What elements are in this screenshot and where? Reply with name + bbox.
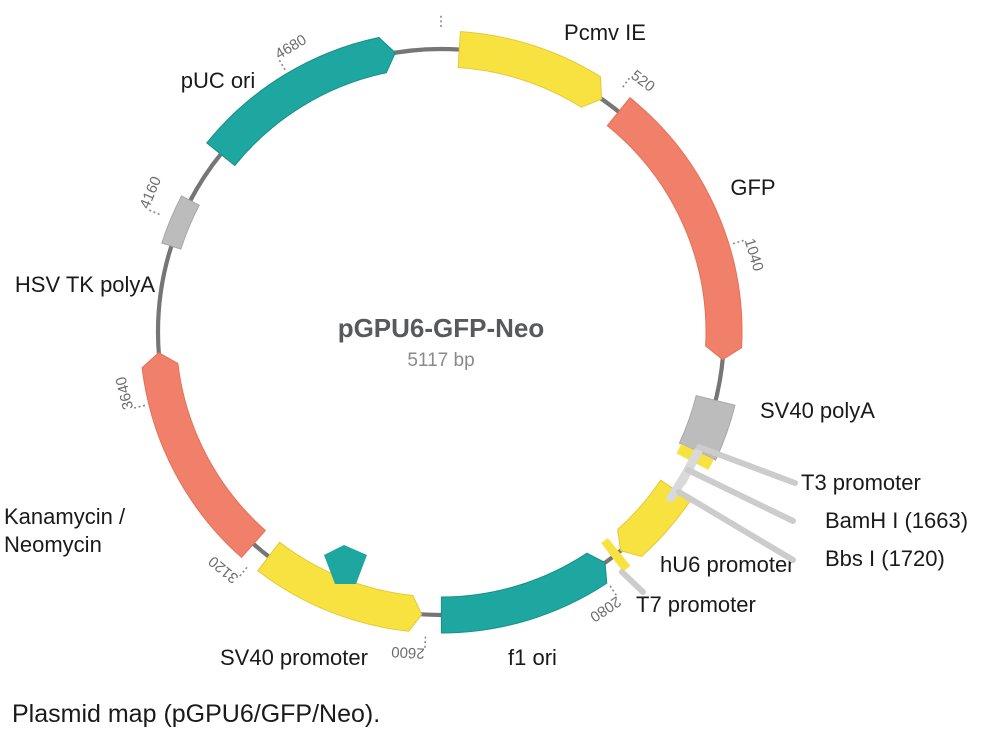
svg-text:4680: 4680 (272, 31, 309, 63)
svg-text:pGPU6-GFP-Neo: pGPU6-GFP-Neo (338, 313, 545, 343)
svg-text:1040: 1040 (741, 236, 767, 273)
svg-text:SV40 promoter: SV40 promoter (220, 645, 368, 670)
svg-text:2600: 2600 (391, 643, 425, 662)
svg-text:4160: 4160 (136, 174, 165, 211)
svg-text:T7 promoter: T7 promoter (636, 592, 756, 617)
svg-text:pUC ori: pUC ori (181, 68, 256, 93)
svg-text:3120: 3120 (205, 552, 242, 586)
svg-text:hU6 promoter: hU6 promoter (660, 552, 795, 577)
svg-text:BamH I (1663): BamH I (1663) (825, 508, 968, 533)
svg-text:SV40 polyA: SV40 polyA (760, 398, 875, 423)
svg-text:2080: 2080 (587, 593, 624, 626)
svg-text:HSV TK polyA: HSV TK polyA (15, 272, 156, 297)
svg-text:Pcmv IE: Pcmv IE (564, 20, 646, 45)
svg-text:5117 bp: 5117 bp (407, 350, 474, 371)
svg-text:3640: 3640 (113, 375, 138, 411)
svg-text:Neomycin: Neomycin (4, 532, 102, 557)
svg-text:T3 promoter: T3 promoter (801, 470, 921, 495)
svg-text:Bbs I (1720): Bbs I (1720) (825, 546, 945, 571)
svg-text:f1 ori: f1 ori (508, 645, 557, 670)
svg-text:Kanamycin /: Kanamycin / (4, 504, 126, 529)
svg-text:520: 520 (628, 67, 658, 96)
svg-text:GFP: GFP (730, 175, 775, 200)
